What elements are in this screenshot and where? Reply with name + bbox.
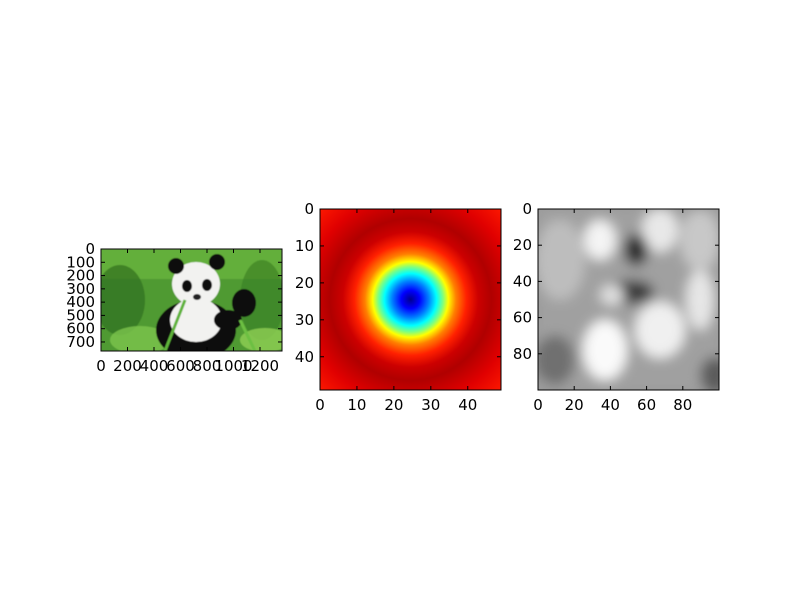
y-tick-label: 100 xyxy=(66,253,95,271)
x-tick-label: 20 xyxy=(384,396,403,414)
axes-frame xyxy=(100,248,283,352)
x-tick-label: 1000 xyxy=(214,357,252,375)
x-tick-label: 1200 xyxy=(241,357,279,375)
y-tick-label: 80 xyxy=(513,345,532,363)
photo-ticks: 0 200400600800100012000100200300400500600… xyxy=(66,240,282,375)
y-tick-label: 20 xyxy=(513,236,532,254)
x-tick-label: 0 xyxy=(315,396,325,414)
axes-jet-heatmap: 0 10 20 30 40 0 10 20 30 40 xyxy=(295,200,502,414)
y-tick-label: 600 xyxy=(66,320,95,338)
axes-photo: 0 200400600800100012000100200300400500600… xyxy=(66,240,283,375)
gray-heatmap-image xyxy=(538,209,719,390)
jet-ticks: 0 10 20 30 40 0 10 20 30 40 xyxy=(295,200,501,414)
x-tick-label: 0 xyxy=(533,396,543,414)
y-tick-label: 10 xyxy=(295,237,314,255)
axes-frame xyxy=(319,208,502,391)
jet-heatmap-image xyxy=(320,209,501,390)
axes-frame xyxy=(537,208,720,391)
x-tick-label: 30 xyxy=(421,396,440,414)
y-tick-label: 300 xyxy=(66,280,95,298)
x-tick-label: 800 xyxy=(193,357,222,375)
x-tick-label: 40 xyxy=(458,396,477,414)
x-tick-label: 200 xyxy=(113,357,142,375)
y-tick-label: 40 xyxy=(295,348,314,366)
x-tick-label: 600 xyxy=(166,357,195,375)
x-tick-label: 80 xyxy=(673,396,692,414)
x-tick-label: 400 xyxy=(140,357,169,375)
y-tick-label: 200 xyxy=(66,267,95,285)
x-tick-label: 60 xyxy=(637,396,656,414)
x-tick-label: 0 xyxy=(96,357,106,375)
y-tick-label: 400 xyxy=(66,293,95,311)
y-tick-label: 700 xyxy=(66,333,95,351)
x-tick-label: 20 xyxy=(565,396,584,414)
x-tick-label: 40 xyxy=(601,396,620,414)
photo-image xyxy=(101,249,282,351)
y-tick-label: 40 xyxy=(513,272,532,290)
x-tick-label: 10 xyxy=(347,396,366,414)
axes-gray-heatmap: 0 20 40 60 80 0 20 40 60 80 xyxy=(513,200,720,414)
y-tick-label: 30 xyxy=(295,311,314,329)
y-tick-label: 0 xyxy=(304,200,314,218)
y-tick-label: 20 xyxy=(295,274,314,292)
y-tick-label: 500 xyxy=(66,306,95,324)
gray-ticks: 0 20 40 60 80 0 20 40 60 80 xyxy=(513,200,719,414)
y-tick-label: 0 xyxy=(522,200,532,218)
y-tick-label: 0 xyxy=(85,240,95,258)
y-tick-label: 60 xyxy=(513,309,532,327)
